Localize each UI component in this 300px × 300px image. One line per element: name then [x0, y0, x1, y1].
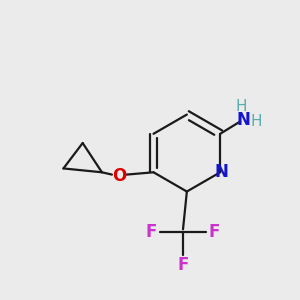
Text: O: O [112, 167, 126, 185]
Text: F: F [146, 223, 157, 241]
Text: F: F [209, 223, 220, 241]
Text: H: H [250, 114, 262, 129]
Text: N: N [215, 163, 229, 181]
Text: F: F [177, 256, 189, 274]
Text: N: N [236, 111, 250, 129]
Text: H: H [235, 99, 247, 114]
